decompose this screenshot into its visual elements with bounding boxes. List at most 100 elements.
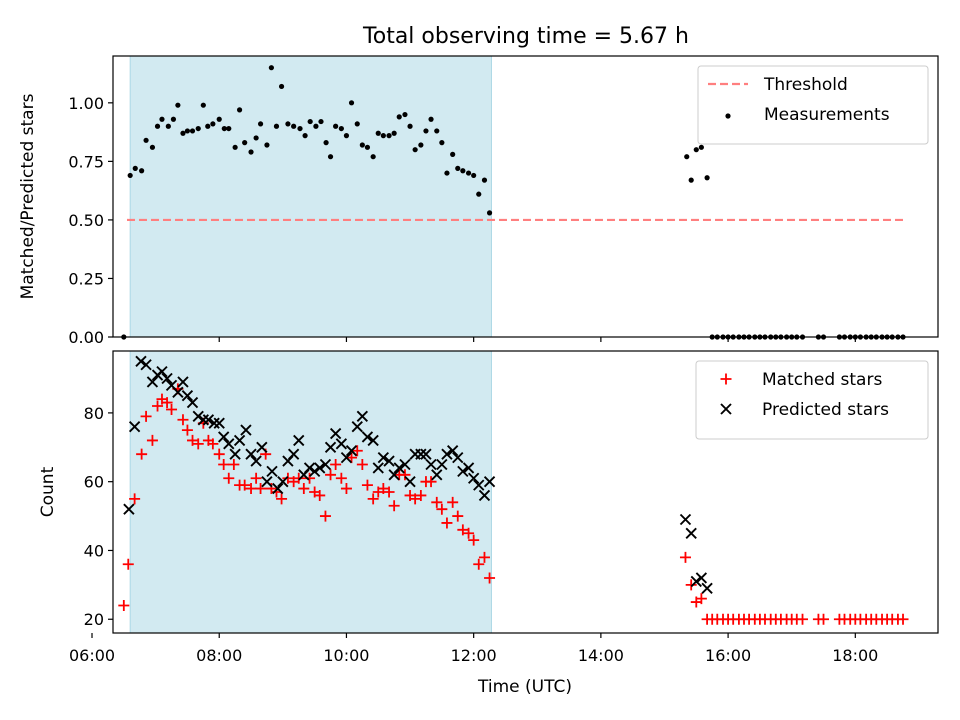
legend-label: Matched stars (762, 370, 882, 390)
measurement-point (375, 130, 381, 136)
measurement-point (216, 116, 222, 122)
matched-star-point (388, 500, 400, 512)
matched-star-point (293, 472, 305, 484)
predicted-star-point (250, 455, 262, 467)
measurement-point (439, 140, 445, 146)
matched-star-point (447, 496, 459, 508)
predicted-star-point (213, 417, 225, 429)
predicted-star-point (135, 355, 147, 367)
legend-matched-swatch (720, 373, 732, 385)
predicted-star-point (233, 434, 246, 447)
measurement-point (370, 154, 376, 160)
predicted-star-point (335, 438, 348, 450)
predicted-star-point (287, 448, 300, 460)
predicted-star-point (388, 469, 400, 481)
measurement-point (423, 128, 429, 134)
matched-star-point (340, 483, 352, 495)
measurement-point (132, 165, 138, 171)
predicted-star-point (256, 441, 268, 453)
measurement-point (149, 144, 156, 150)
predicted-star-point (156, 365, 168, 378)
predicted-star-point (218, 431, 230, 443)
measurement-point (210, 121, 216, 127)
measurement-point (226, 125, 232, 132)
matched-star-point (463, 527, 475, 539)
measurement-point (455, 165, 461, 171)
matched-star-point (409, 493, 421, 505)
legend-box (697, 65, 929, 145)
measurement-point (476, 191, 482, 197)
measurement-point (232, 144, 238, 150)
measurement-point (302, 133, 308, 139)
matched-star-point (166, 403, 178, 415)
predicted-star-point (685, 527, 697, 539)
measurement-point (264, 142, 270, 148)
measurement-point (418, 142, 424, 148)
predicted-star-point (473, 479, 485, 491)
measurement-point (268, 65, 274, 71)
matched-star-point (478, 551, 490, 563)
measurement-point (154, 123, 161, 129)
predicted-star-point (192, 410, 204, 423)
y-tick-label: 1.00 (68, 94, 104, 113)
measurement-point (354, 121, 360, 127)
predicted-star-point (467, 472, 480, 484)
predicted-star-point (361, 431, 374, 443)
predicted-star-point (202, 414, 215, 426)
matched-star-point (207, 438, 219, 450)
matched-star-point (223, 472, 235, 484)
measurement-point (364, 144, 371, 150)
predicted-star-point (457, 465, 469, 478)
predicted-star-point (404, 476, 416, 488)
matched-star-point (897, 613, 909, 625)
chart-title: Total observing time = 5.67 h (362, 24, 689, 49)
matched-star-point (431, 496, 443, 508)
x-tick-label: 12:00 (451, 646, 497, 665)
predicted-star-point (181, 390, 194, 402)
measurement-point (180, 130, 186, 136)
matched-star-point (136, 448, 148, 460)
measurement-point (428, 116, 434, 122)
matched-star-point (152, 400, 164, 412)
matched-star-point (228, 458, 240, 470)
count-panel: 20 40 60 80 06:00 08:00 10:00 12:00 14:00 16:00 18… (38, 350, 939, 665)
measurement-point (257, 121, 264, 127)
measurement-point (481, 177, 488, 183)
y-axis-label: Matched/Predicted stars (18, 93, 38, 299)
matched-star-point (351, 445, 363, 457)
predicted-star-point (383, 455, 395, 467)
matched-star-point (177, 414, 189, 426)
measurement-point (704, 175, 710, 181)
matched-star-point (140, 410, 152, 422)
measurement-point (471, 172, 477, 179)
measurement-point (285, 121, 291, 127)
measurement-point (236, 107, 243, 113)
predicted-star-point (340, 451, 353, 464)
predicted-star-point (314, 462, 326, 474)
measurement-point (248, 149, 254, 155)
matched-star-point (346, 452, 358, 464)
legend: Matched stars Predicted stars (695, 360, 929, 440)
measurement-point (407, 123, 413, 129)
predicted-star-point (277, 476, 289, 488)
measurement-point (278, 83, 285, 90)
measurement-point (444, 170, 450, 176)
measurement-point (684, 154, 690, 160)
matched-star-point (276, 493, 288, 505)
predicted-star-point (324, 441, 337, 453)
predicted-star-point (186, 396, 199, 409)
x-axis-label: Time (UTC) (477, 677, 572, 697)
predicted-star-point (679, 513, 692, 526)
matched-star-point (484, 572, 496, 584)
matched-star-point (468, 534, 480, 546)
measurement-point (143, 137, 149, 143)
y-axis-label: Count (38, 466, 58, 517)
observing-interval-shade (129, 55, 492, 338)
measurement-point (318, 118, 324, 125)
measurement-point (200, 102, 206, 108)
predicted-star-point (695, 572, 708, 584)
measurement-point (402, 111, 408, 118)
matched-star-point (367, 493, 379, 505)
predicted-star-point (436, 458, 448, 471)
measurement-point (688, 177, 694, 183)
